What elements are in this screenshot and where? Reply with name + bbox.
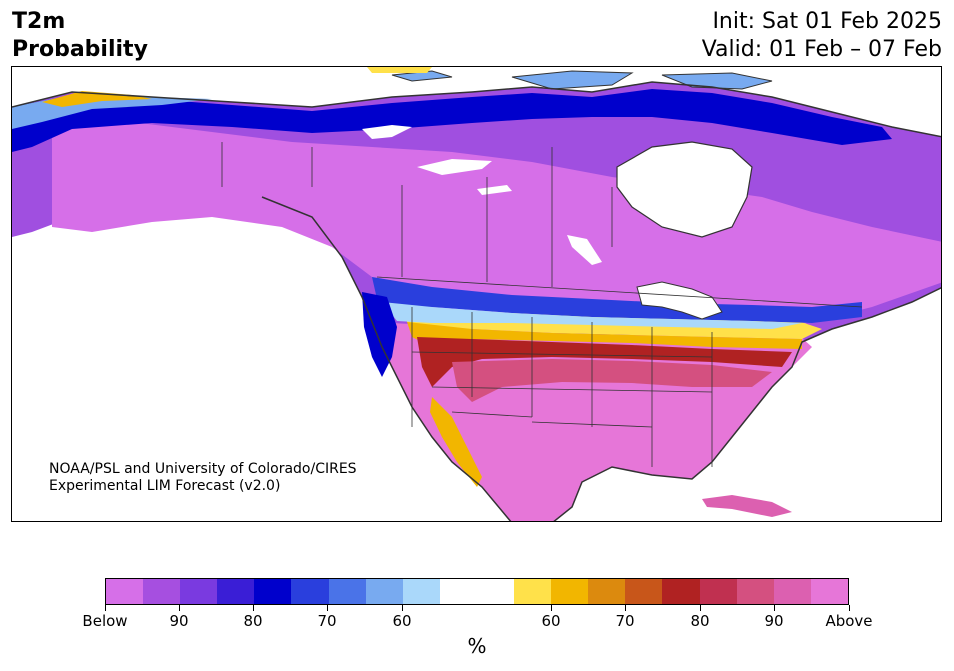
colorbar-segment <box>773 579 811 604</box>
colorbar-tick <box>253 605 254 611</box>
colorbar-tick <box>774 605 775 611</box>
colorbar-segment <box>514 579 552 604</box>
colorbar-segment <box>810 579 848 604</box>
canadian-lake-3 <box>477 185 512 195</box>
colorbar-segment <box>402 579 440 604</box>
us-cold-band <box>372 277 862 323</box>
colorbar-segment <box>439 579 477 604</box>
credit-line-2: Experimental LIM Forecast (v2.0) <box>49 478 281 494</box>
cuba <box>702 495 792 517</box>
colorbar-tick-label: 90 <box>169 612 189 630</box>
coastline <box>12 81 941 521</box>
great-lakes <box>636 281 723 320</box>
credit-text: NOAA/PSL and University of Colorado/CIRE… <box>49 461 357 495</box>
colorbar-tick <box>625 605 626 611</box>
forecast-dates: Init: Sat 01 Feb 2025 Valid: 01 Feb – 07… <box>702 8 942 64</box>
political-borders <box>221 142 863 467</box>
colorbar-tick-label: 70 <box>317 612 337 630</box>
colorbar-segment <box>365 579 403 604</box>
colorbar-tick-label: 70 <box>615 612 635 630</box>
colorbar-tick-label: 60 <box>541 612 561 630</box>
colorbar-segment <box>328 579 366 604</box>
canadian-lake-2 <box>417 159 492 175</box>
canadian-lake-4 <box>567 235 602 265</box>
colorbar-tick-label: 80 <box>243 612 263 630</box>
colorbar-segment <box>217 579 255 604</box>
colorbar-tick <box>327 605 328 611</box>
canadian-lake-1 <box>362 125 412 139</box>
colorbar-tick <box>700 605 701 611</box>
arctic-blue-band <box>12 89 892 152</box>
baja-warm <box>430 397 482 487</box>
colorbar-tick-label: Above <box>825 612 873 630</box>
us-warm-band-red <box>417 337 792 387</box>
colorbar-segment <box>476 579 515 604</box>
colorbar-segment <box>625 579 663 604</box>
colorbar-tick <box>105 605 106 611</box>
valid-range: Valid: 01 Feb – 07 Feb <box>701 37 942 62</box>
colorbar-segment <box>291 579 329 604</box>
greenland-tip <box>367 67 432 73</box>
west-coast-blue <box>362 292 397 377</box>
colorbar-tick-label: 90 <box>764 612 784 630</box>
map-title: T2m Probability <box>12 8 148 64</box>
us-light-blue-band <box>382 302 802 329</box>
colorbar-tick <box>402 605 403 611</box>
variable-label: T2m <box>12 9 66 34</box>
colorbar-segment <box>588 579 626 604</box>
colorbar-tick <box>179 605 180 611</box>
colorbar-segment <box>143 579 181 604</box>
map-canvas <box>12 67 941 521</box>
colorbar-segment <box>180 579 218 604</box>
colorbar-segment <box>254 579 292 604</box>
colorbar-tick <box>849 605 850 611</box>
colorbar <box>105 578 849 605</box>
hudson-bay <box>616 141 753 238</box>
colorbar-segment <box>551 579 589 604</box>
colorbar-segment <box>699 579 737 604</box>
colorbar-tick-label: 60 <box>392 612 412 630</box>
colorbar-tick-label: Below <box>82 612 128 630</box>
colorbar-unit: % <box>467 634 487 658</box>
credit-line-1: NOAA/PSL and University of Colorado/CIRE… <box>49 461 357 477</box>
us-warm-band-orange <box>407 322 802 349</box>
init-date: Init: Sat 01 Feb 2025 <box>712 9 942 34</box>
colorbar-tick-label: 80 <box>690 612 710 630</box>
colorbar-segment <box>736 579 774 604</box>
probability-map <box>11 66 942 522</box>
land-deep-purple <box>52 122 941 337</box>
colorbar-tick <box>551 605 552 611</box>
colorbar-segment <box>662 579 700 604</box>
colorbar-segment <box>106 579 144 604</box>
product-label: Probability <box>12 37 148 62</box>
